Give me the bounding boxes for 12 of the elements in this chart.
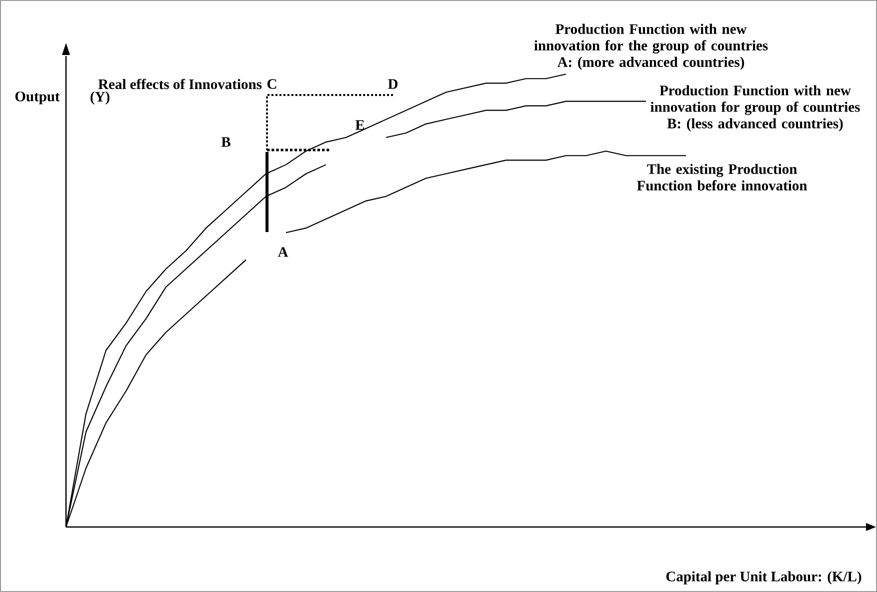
- annotation: (Y): [90, 91, 110, 105]
- annotation: D: [388, 79, 398, 89]
- annotation: A: [278, 247, 288, 257]
- annotation: C: [267, 79, 276, 89]
- annotation: B: [221, 137, 230, 147]
- y-axis-title: Output: [15, 92, 60, 104]
- series-label: The existing Production Function before innovation: [636, 164, 808, 191]
- series-label: Production Function with new innovation for the group of countries A: (more advanced countries): [534, 24, 768, 70]
- annotation: Real effects of Innovations: [98, 78, 262, 90]
- series-label: Production Function with new innovation for group of countries B: (less advanced countries): [650, 85, 860, 132]
- x-axis-title: Capital per Unit Labour: (K/L): [666, 571, 862, 584]
- annotation: E: [355, 120, 364, 130]
